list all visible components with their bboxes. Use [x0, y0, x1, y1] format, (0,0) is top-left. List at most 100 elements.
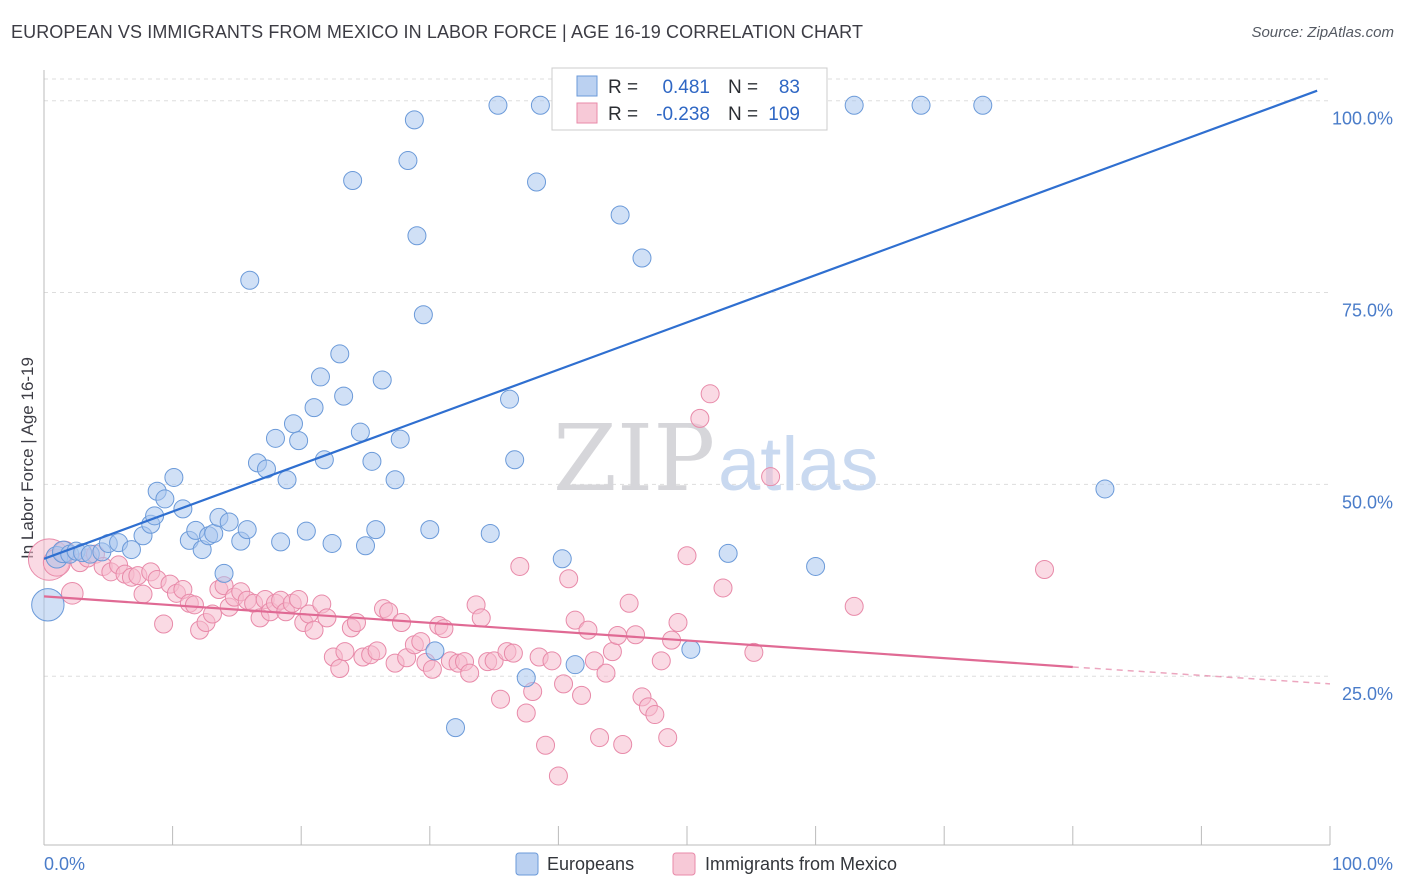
mexico-point-52 — [367, 641, 387, 661]
europeans-point-55 — [420, 520, 440, 540]
europeans-point-45 — [356, 536, 375, 556]
trend-line-mexico-extension — [1072, 666, 1331, 685]
mexico-point-86 — [578, 620, 598, 640]
mexico-point-104 — [700, 384, 720, 404]
trend-lines — [43, 89, 1331, 685]
mexico-point-80 — [542, 651, 562, 671]
mexico-point-82 — [554, 674, 574, 694]
legend-swatch-europeans — [515, 852, 539, 876]
europeans-point-25 — [219, 512, 239, 532]
europeans-point-76 — [1095, 479, 1115, 499]
mexico-point-81 — [548, 766, 568, 786]
mexico-point-79 — [536, 735, 556, 755]
y-tick-label-1: 50.0% — [1342, 492, 1393, 512]
stats-europeans-n-value: 83 — [779, 77, 800, 98]
mexico-point-98 — [651, 651, 671, 671]
europeans-point-24 — [214, 563, 234, 583]
europeans-point-50 — [390, 429, 410, 449]
watermark-zip: ZIP — [553, 405, 715, 512]
mexico-point-67 — [460, 663, 480, 683]
trend-line-europeans — [43, 89, 1318, 560]
europeans-point-33 — [277, 470, 297, 490]
europeans-point-17 — [173, 499, 193, 519]
mexico-point-49 — [346, 612, 366, 632]
stats-europeans-r-value: 0.481 — [662, 77, 710, 98]
mexico-point-107 — [761, 467, 781, 487]
europeans-point-16 — [164, 467, 184, 487]
europeans-point-46 — [362, 451, 382, 471]
europeans-point-41 — [330, 344, 350, 364]
source-credit: Source: ZipAtlas.com — [1251, 24, 1394, 41]
europeans-point-31 — [265, 428, 285, 448]
mexico-point-47 — [335, 642, 355, 662]
series-europeans-points — [31, 95, 1115, 738]
stats-europeans-r-label: R = — [608, 77, 638, 98]
mexico-point-74 — [503, 643, 523, 663]
europeans-point-58 — [480, 523, 500, 543]
europeans-point-66 — [565, 655, 585, 675]
x-axis-ticks — [43, 826, 1331, 845]
stats-mexico-n-value: 109 — [768, 104, 800, 125]
europeans-point-71 — [718, 543, 738, 563]
mexico-point-84 — [565, 610, 585, 630]
europeans-point-69 — [632, 248, 652, 268]
mexico-point-42 — [304, 620, 324, 640]
europeans-point-36 — [296, 521, 316, 541]
mexico-point-94 — [626, 625, 646, 645]
mexico-point-87 — [584, 651, 604, 671]
mexico-point-21 — [184, 595, 204, 615]
europeans-point-37 — [304, 398, 324, 418]
europeans-point-22 — [204, 523, 224, 543]
europeans-point-65 — [552, 549, 572, 569]
mexico-point-83 — [559, 569, 579, 589]
x-tick-label-min: 0.0% — [44, 854, 85, 874]
stats-europeans-swatch — [576, 75, 598, 97]
europeans-point-40 — [322, 533, 342, 553]
mexico-point-69 — [471, 608, 491, 628]
europeans-point-54 — [413, 305, 433, 325]
europeans-point-32 — [271, 532, 291, 552]
europeans-point-43 — [343, 170, 363, 190]
europeans-point-0 — [31, 588, 65, 622]
stats-mexico-r-value: -0.238 — [656, 104, 710, 125]
stats-europeans-n-label: N = — [728, 77, 758, 98]
stats-mexico-swatch — [576, 102, 598, 124]
mexico-point-97 — [645, 705, 665, 725]
mexico-point-106 — [744, 642, 764, 662]
mexico-point-103 — [690, 408, 710, 428]
legend: Europeans Immigrants from Mexico — [515, 852, 897, 876]
europeans-point-34 — [283, 414, 303, 434]
mexico-point-44 — [317, 608, 337, 628]
europeans-point-63 — [527, 172, 547, 192]
mexico-point-46 — [330, 659, 350, 679]
europeans-point-64 — [530, 95, 550, 115]
mexico-point-92 — [613, 734, 633, 754]
europeans-point-60 — [500, 389, 520, 409]
trend-line-mexico — [43, 595, 1073, 669]
europeans-point-74 — [911, 95, 931, 115]
series-immigrants-from-mexico-points — [27, 384, 1055, 786]
europeans-point-35 — [289, 431, 309, 451]
europeans-point-47 — [366, 520, 386, 540]
mexico-point-24 — [202, 604, 222, 624]
y-tick-label-0: 25.0% — [1342, 684, 1393, 704]
y-tick-label-2: 75.0% — [1342, 301, 1393, 321]
stats-mexico-r-label: R = — [608, 104, 638, 125]
mexico-point-56 — [392, 612, 412, 632]
mexico-point-109 — [1035, 560, 1055, 580]
y-axis-label: In Labor Force | Age 16-19 — [18, 357, 37, 559]
stats-box-frame — [551, 67, 828, 131]
mexico-point-101 — [668, 612, 688, 632]
mexico-point-88 — [590, 728, 610, 748]
y-tick-labels: 25.0% 50.0% 75.0% 100.0% — [1332, 109, 1393, 704]
europeans-point-27 — [237, 520, 257, 540]
legend-label-mexico: Immigrants from Mexico — [705, 854, 897, 874]
europeans-point-73 — [844, 95, 864, 115]
europeans-point-51 — [398, 151, 418, 171]
mexico-point-99 — [658, 728, 678, 748]
mexico-point-89 — [596, 663, 616, 683]
europeans-point-72 — [806, 556, 826, 576]
europeans-point-52 — [404, 110, 424, 130]
europeans-point-75 — [973, 95, 993, 115]
